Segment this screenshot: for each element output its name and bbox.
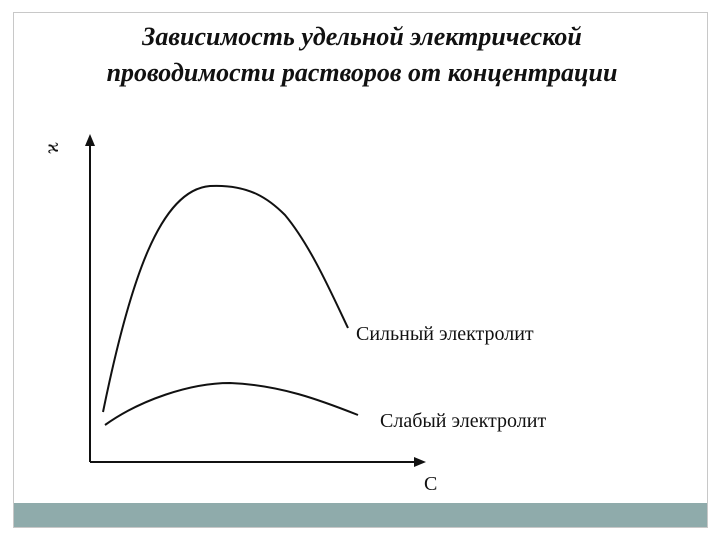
slide-frame (13, 12, 708, 528)
y-axis-label: ϰ (41, 142, 63, 153)
curve-label: Сильный электролит (356, 323, 534, 345)
x-arrow (414, 457, 426, 467)
title-line: Зависимость удельной электрической (141, 22, 582, 51)
strong-curve (102, 184, 349, 413)
title-line: проводимости растворов от концентрации (107, 58, 618, 87)
axes (89, 140, 420, 463)
x-axis-label: C (424, 473, 437, 495)
y-arrow (85, 134, 95, 146)
curve-label: Слабый электролит (380, 410, 546, 432)
weak-curve (104, 381, 359, 426)
footer-bar (14, 503, 707, 527)
